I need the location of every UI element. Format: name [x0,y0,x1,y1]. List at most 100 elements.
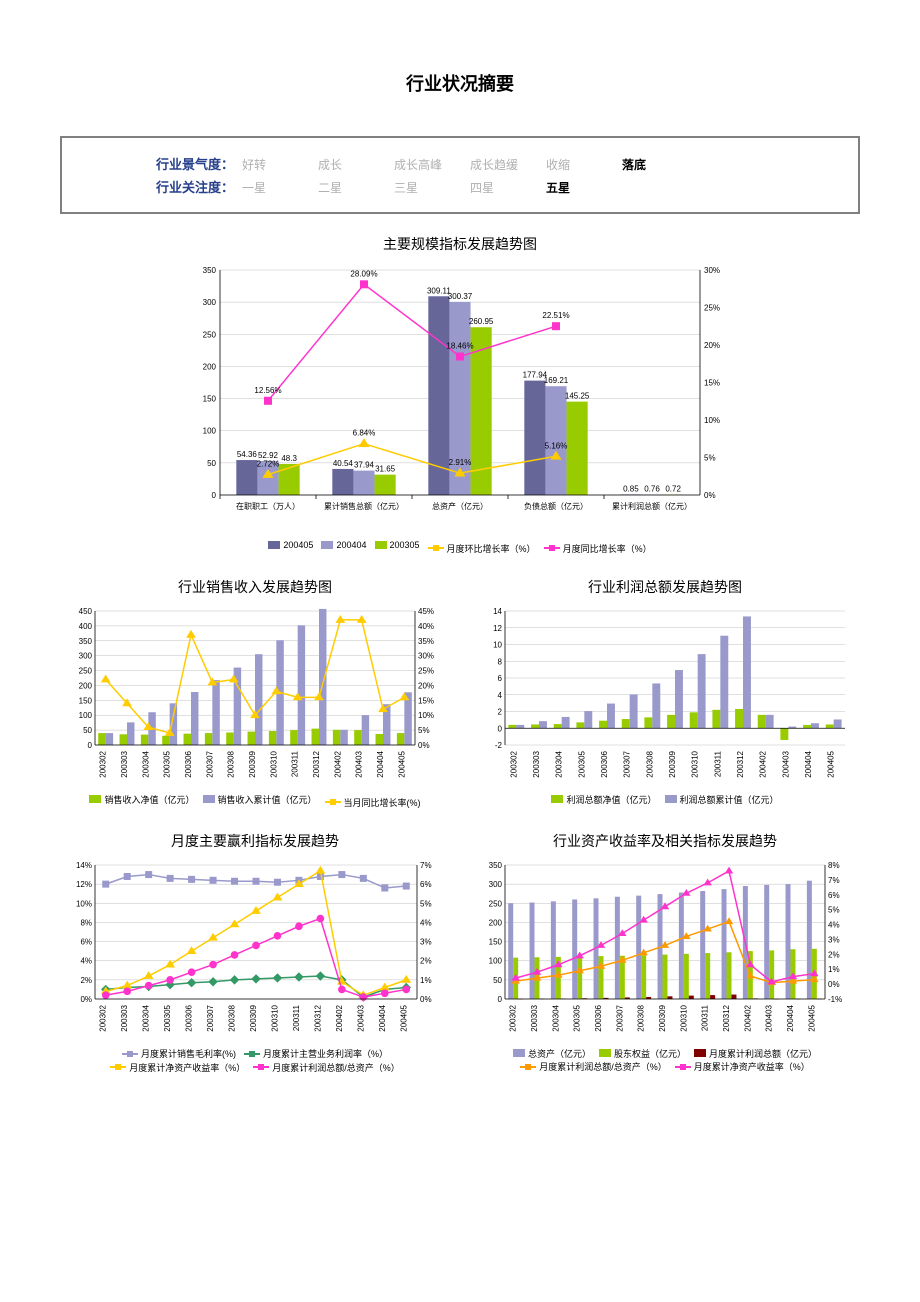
legend-item: 销售收入净值（亿元） [89,793,194,806]
svg-text:累计利润总额（亿元）: 累计利润总额（亿元） [612,501,692,511]
svg-text:300: 300 [489,880,503,889]
svg-text:10%: 10% [704,416,720,425]
svg-text:0: 0 [498,995,503,1004]
svg-text:350: 350 [203,266,217,275]
legend-item: 月度累计利润总额/总资产（%） [253,1061,400,1074]
svg-text:200308: 200308 [227,750,236,777]
svg-text:200304: 200304 [555,750,564,777]
svg-text:0%: 0% [418,741,430,750]
asset-chart-title: 行业资产收益率及相关指标发展趋势 [470,831,860,851]
svg-text:40.54: 40.54 [333,459,354,468]
svg-text:200: 200 [203,362,217,371]
svg-text:150: 150 [203,395,217,404]
svg-text:12: 12 [493,623,502,632]
svg-text:200311: 200311 [701,1004,710,1031]
svg-text:10%: 10% [418,711,434,720]
svg-text:40%: 40% [418,621,434,630]
svg-text:15%: 15% [704,379,720,388]
svg-text:6%: 6% [80,937,92,946]
svg-text:200402: 200402 [333,750,342,777]
svg-text:累计销售总额（亿元）: 累计销售总额（亿元） [324,501,404,511]
svg-text:200312: 200312 [312,750,321,777]
sales-chart-title: 行业销售收入发展趋势图 [60,577,450,597]
svg-text:4%: 4% [420,918,432,927]
main-chart-wrap: 主要规模指标发展趋势图 0501001502002503003500%5%10%… [60,234,860,555]
svg-text:200305: 200305 [573,1004,582,1031]
svg-text:45%: 45% [418,607,434,616]
svg-text:2%: 2% [80,975,92,984]
rating-box: 行业景气度：好转成长成长高峰成长趋缓收缩落底 行业关注度：一星二星三星四星五星 [60,136,860,214]
svg-text:200404: 200404 [804,750,813,777]
svg-text:200403: 200403 [781,750,790,777]
profit-chart-legend: 利润总额净值（亿元）利润总额累计值（亿元） [470,793,860,806]
svg-text:-1%: -1% [828,995,842,1004]
svg-text:6%: 6% [420,880,432,889]
svg-text:200302: 200302 [509,1004,518,1031]
sales-chart-legend: 销售收入净值（亿元）销售收入累计值（亿元）当月同比增长率(%) [60,793,450,809]
svg-text:200310: 200310 [691,750,700,777]
svg-text:200312: 200312 [736,750,745,777]
legend-item: 200405 [268,540,313,550]
svg-text:200309: 200309 [668,750,677,777]
svg-text:8%: 8% [828,861,840,870]
svg-text:200311: 200311 [291,750,300,777]
svg-text:2.72%: 2.72% [257,460,280,469]
svg-text:30%: 30% [418,651,434,660]
svg-text:25%: 25% [418,666,434,675]
svg-text:5.16%: 5.16% [545,441,568,450]
asset-chart-legend: 总资产（亿元）股东权益（亿元）月度累计利润总额（亿元）月度累计利润总额/总资产（… [470,1047,860,1074]
svg-text:12.56%: 12.56% [254,386,281,395]
legend-item: 月度累计主营业务利润率（%） [244,1047,388,1060]
svg-text:3%: 3% [420,937,432,946]
svg-text:48.3: 48.3 [281,454,297,463]
svg-text:8: 8 [498,657,503,666]
rating-row-attention: 行业关注度：一星二星三星四星五星 [82,177,838,196]
svg-text:2: 2 [498,707,503,716]
svg-text:200311: 200311 [713,750,722,777]
svg-text:2.91%: 2.91% [449,458,472,467]
sales-chart: 0501001502002503003504004500%5%10%15%20%… [60,603,450,793]
svg-text:200404: 200404 [786,1004,795,1031]
svg-text:200303: 200303 [532,750,541,777]
svg-text:100: 100 [79,711,93,720]
svg-text:350: 350 [489,861,503,870]
svg-text:145.25: 145.25 [565,392,590,401]
svg-text:37.94: 37.94 [354,461,375,470]
rating-option: 一星 [242,179,318,196]
svg-text:0: 0 [88,741,93,750]
svg-text:-2: -2 [495,741,503,750]
svg-text:0: 0 [498,724,503,733]
svg-text:负债总额（亿元）: 负债总额（亿元） [524,501,588,511]
svg-text:7%: 7% [828,875,840,884]
legend-item: 月度累计净资产收益率（%） [675,1060,810,1073]
svg-text:3%: 3% [828,935,840,944]
rating-option: 二星 [318,179,394,196]
svg-text:200309: 200309 [249,1004,258,1031]
svg-text:在职职工（万人）: 在职职工（万人） [236,501,300,511]
svg-text:12%: 12% [76,880,92,889]
svg-text:200310: 200310 [270,1004,279,1031]
rating-option: 落底 [622,156,698,173]
svg-text:2%: 2% [420,956,432,965]
svg-text:200403: 200403 [356,1004,365,1031]
svg-text:0.76: 0.76 [644,485,660,494]
asset-chart-wrap: 行业资产收益率及相关指标发展趋势 050100150200250300350-1… [470,821,860,1074]
svg-text:200312: 200312 [313,1004,322,1031]
svg-text:35%: 35% [418,636,434,645]
svg-text:4%: 4% [80,956,92,965]
svg-text:300: 300 [203,298,217,307]
rating-option: 三星 [394,179,470,196]
svg-text:22.51%: 22.51% [542,311,569,320]
svg-text:250: 250 [203,330,217,339]
legend-item: 销售收入累计值（亿元） [203,793,317,806]
svg-text:20%: 20% [418,681,434,690]
main-chart: 0501001502002503003500%5%10%15%20%25%30%… [60,260,860,540]
svg-text:200402: 200402 [743,1004,752,1031]
page-title: 行业状况摘要 [60,70,860,96]
svg-text:200405: 200405 [827,750,836,777]
svg-text:6: 6 [498,674,503,683]
svg-text:0%: 0% [828,980,840,989]
svg-text:200306: 200306 [184,750,193,777]
svg-text:200309: 200309 [248,750,257,777]
svg-text:10%: 10% [76,899,92,908]
